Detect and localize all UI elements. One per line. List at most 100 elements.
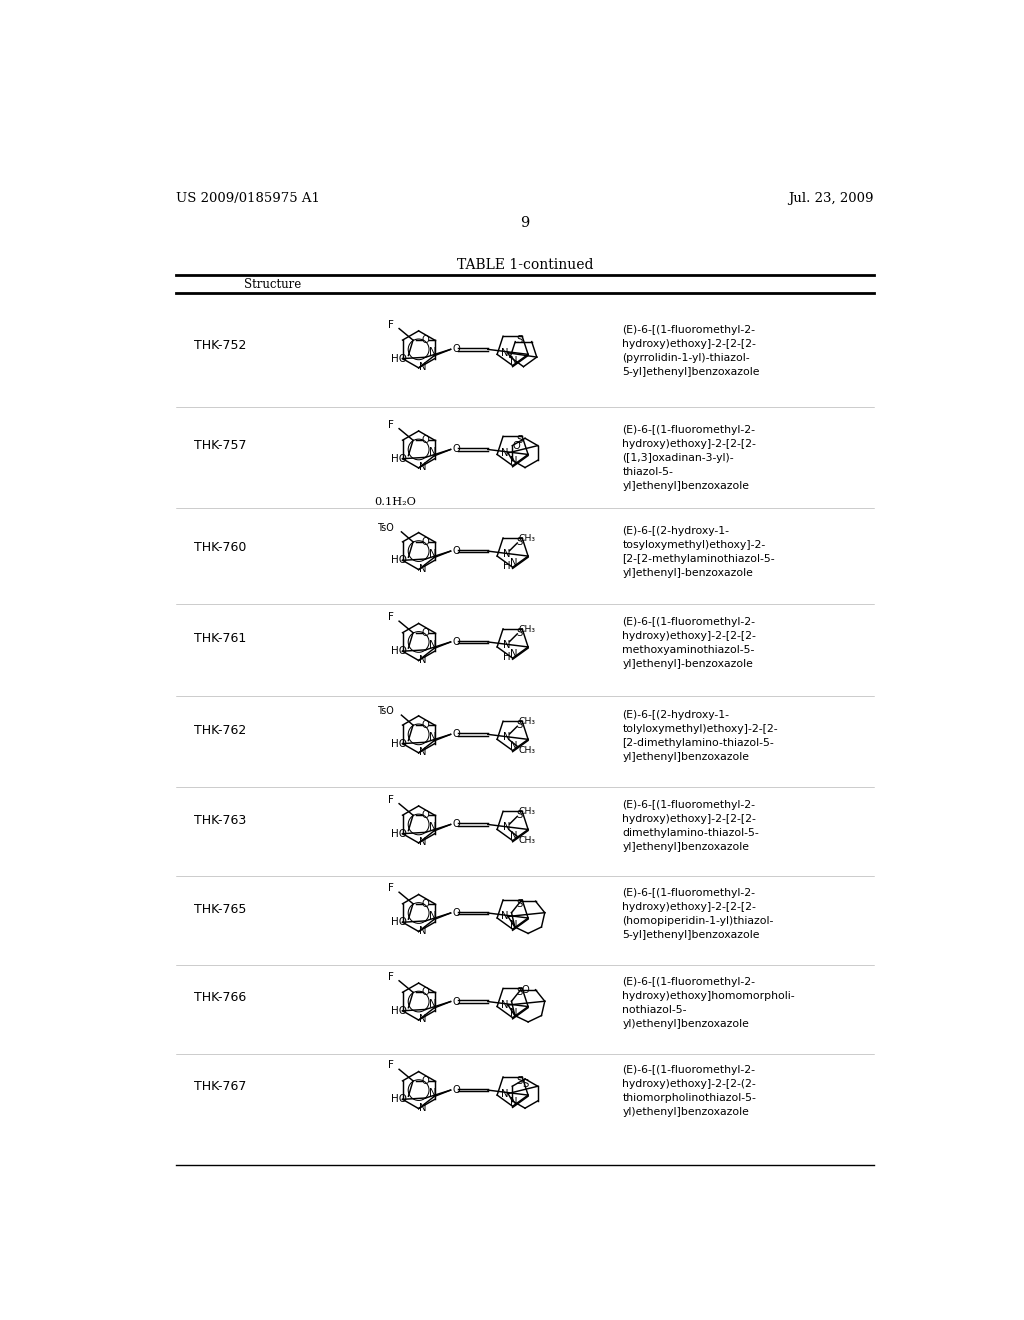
Text: THK-766: THK-766 <box>194 991 246 1005</box>
Text: O: O <box>422 335 429 345</box>
Text: S: S <box>517 335 523 345</box>
Text: N: N <box>503 640 510 649</box>
Text: O: O <box>422 721 429 730</box>
Text: (E)-6-[(1-fluoromethyl-2-
hydroxy)ethoxy]-2-[2-[2-
methoxyaminothiazol-5-
yl]eth: (E)-6-[(1-fluoromethyl-2- hydroxy)ethoxy… <box>623 618 757 669</box>
Text: HO: HO <box>391 739 408 748</box>
Text: THK-761: THK-761 <box>194 631 246 644</box>
Text: HO: HO <box>391 1094 408 1105</box>
Text: S: S <box>517 1076 523 1086</box>
Text: CH₃: CH₃ <box>518 808 536 816</box>
Text: THK-752: THK-752 <box>194 339 246 352</box>
Text: THK-757: THK-757 <box>194 440 247 453</box>
Text: N: N <box>501 1089 509 1098</box>
Text: H: H <box>503 561 510 572</box>
Text: O: O <box>422 899 429 908</box>
Text: N: N <box>510 741 517 751</box>
Text: F: F <box>388 612 394 622</box>
Text: N: N <box>429 999 436 1010</box>
Text: CH₃: CH₃ <box>518 717 536 726</box>
Text: F: F <box>388 420 394 430</box>
Text: N: N <box>419 747 426 758</box>
Text: N: N <box>510 648 517 659</box>
Text: S: S <box>517 987 523 998</box>
Text: O: O <box>453 997 461 1007</box>
Text: HO: HO <box>391 454 408 463</box>
Text: O: O <box>521 985 529 995</box>
Text: US 2009/0185975 A1: US 2009/0185975 A1 <box>176 191 319 205</box>
Text: TABLE 1-continued: TABLE 1-continued <box>457 257 593 272</box>
Text: O: O <box>512 441 520 450</box>
Text: CH₃: CH₃ <box>518 624 536 634</box>
Text: O: O <box>453 1085 461 1096</box>
Text: O: O <box>422 987 429 998</box>
Text: S: S <box>517 810 523 820</box>
Text: HO: HO <box>391 829 408 838</box>
Text: HO: HO <box>391 647 408 656</box>
Text: (E)-6-[(1-fluoromethyl-2-
hydroxy)ethoxy]-2-[2-[2-
(pyrrolidin-1-yl)-thiazol-
5-: (E)-6-[(1-fluoromethyl-2- hydroxy)ethoxy… <box>623 325 760 376</box>
Text: O: O <box>422 810 429 820</box>
Text: N: N <box>501 447 509 458</box>
Text: O: O <box>453 730 461 739</box>
Text: N: N <box>419 1102 426 1113</box>
Text: O: O <box>422 436 429 445</box>
Text: N: N <box>429 549 436 558</box>
Text: O: O <box>453 638 461 647</box>
Text: (E)-6-[(1-fluoromethyl-2-
hydroxy)ethoxy]-2-[2-[2-
(homopiperidin-1-yl)thiazol-
: (E)-6-[(1-fluoromethyl-2- hydroxy)ethoxy… <box>623 888 774 940</box>
Text: N: N <box>501 911 509 921</box>
Text: N: N <box>419 1014 426 1024</box>
Text: TsO: TsO <box>378 706 394 717</box>
Text: O: O <box>422 628 429 638</box>
Text: N: N <box>429 347 436 356</box>
Text: S: S <box>522 1078 528 1089</box>
Text: S: S <box>517 899 523 908</box>
Text: S: S <box>517 436 523 445</box>
Text: N: N <box>419 564 426 574</box>
Text: (E)-6-[(1-fluoromethyl-2-
hydroxy)ethoxy]-2-[2-[2-
([1,3]oxadinan-3-yl)-
thiazol: (E)-6-[(1-fluoromethyl-2- hydroxy)ethoxy… <box>623 425 757 491</box>
Text: N: N <box>510 1097 517 1106</box>
Text: N: N <box>429 1088 436 1098</box>
Text: N: N <box>510 557 517 568</box>
Text: N: N <box>510 920 517 929</box>
Text: N: N <box>501 347 509 358</box>
Text: (E)-6-[(1-fluoromethyl-2-
hydroxy)ethoxy]-2-[2-(2-
thiomorpholinothiazol-5-
yl)e: (E)-6-[(1-fluoromethyl-2- hydroxy)ethoxy… <box>623 1065 757 1118</box>
Text: S: S <box>517 537 523 546</box>
Text: N: N <box>510 356 517 366</box>
Text: 9: 9 <box>520 216 529 230</box>
Text: O: O <box>422 1076 429 1086</box>
Text: N: N <box>429 640 436 649</box>
Text: 0.1H₂O: 0.1H₂O <box>375 496 417 507</box>
Text: N: N <box>419 362 426 372</box>
Text: (E)-6-[(2-hydroxy-1-
tosyloxymethyl)ethoxy]-2-
[2-[2-methylaminothiazol-5-
yl]et: (E)-6-[(2-hydroxy-1- tosyloxymethyl)etho… <box>623 527 775 578</box>
Text: H: H <box>503 652 510 661</box>
Text: N: N <box>510 832 517 841</box>
Text: N: N <box>501 1001 509 1010</box>
Text: (E)-6-[(1-fluoromethyl-2-
hydroxy)ethoxy]-2-[2-[2-
dimethylamino-thiazol-5-
yl]e: (E)-6-[(1-fluoromethyl-2- hydroxy)ethoxy… <box>623 800 759 851</box>
Text: F: F <box>388 1060 394 1071</box>
Text: N: N <box>419 655 426 665</box>
Text: HO: HO <box>391 556 408 565</box>
Text: O: O <box>453 445 461 454</box>
Text: TsO: TsO <box>378 523 394 533</box>
Text: N: N <box>503 549 510 558</box>
Text: F: F <box>388 319 394 330</box>
Text: HO: HO <box>391 1006 408 1016</box>
Text: Jul. 23, 2009: Jul. 23, 2009 <box>788 191 873 205</box>
Text: THK-765: THK-765 <box>194 903 246 916</box>
Text: Structure: Structure <box>245 279 301 292</box>
Text: O: O <box>453 908 461 917</box>
Text: F: F <box>388 795 394 805</box>
Text: N: N <box>429 733 436 742</box>
Text: S: S <box>517 628 523 638</box>
Text: CH₃: CH₃ <box>518 837 536 846</box>
Text: N: N <box>503 822 510 832</box>
Text: N: N <box>429 822 436 832</box>
Text: N: N <box>419 837 426 847</box>
Text: CH₃: CH₃ <box>518 533 536 543</box>
Text: THK-760: THK-760 <box>194 541 246 554</box>
Text: HO: HO <box>391 354 408 363</box>
Text: N: N <box>503 733 510 742</box>
Text: THK-767: THK-767 <box>194 1080 246 1093</box>
Text: F: F <box>388 972 394 982</box>
Text: (E)-6-[(2-hydroxy-1-
tolyloxymethyl)ethoxy]-2-[2-
[2-dimethylamino-thiazol-5-
yl: (E)-6-[(2-hydroxy-1- tolyloxymethyl)etho… <box>623 710 778 762</box>
Text: F: F <box>388 883 394 894</box>
